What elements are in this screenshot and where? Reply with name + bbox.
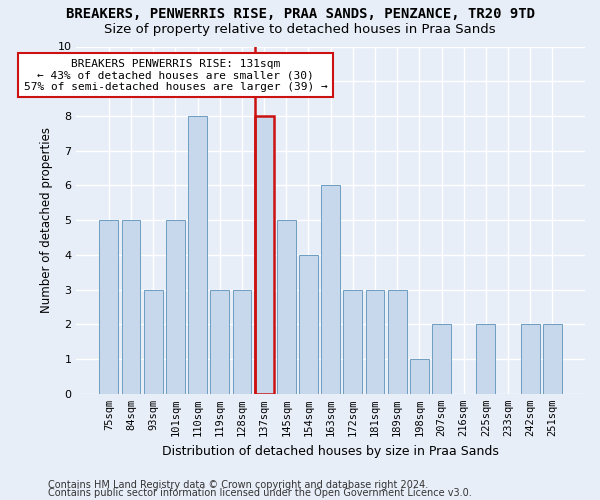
Bar xyxy=(365,290,385,394)
Bar xyxy=(388,290,407,394)
Bar xyxy=(144,290,163,394)
Bar xyxy=(410,359,429,394)
Bar xyxy=(211,290,229,394)
Bar xyxy=(254,116,274,394)
Text: BREAKERS, PENWERRIS RISE, PRAA SANDS, PENZANCE, TR20 9TD: BREAKERS, PENWERRIS RISE, PRAA SANDS, PE… xyxy=(65,8,535,22)
Bar xyxy=(321,186,340,394)
Bar xyxy=(299,255,318,394)
Text: Size of property relative to detached houses in Praa Sands: Size of property relative to detached ho… xyxy=(104,22,496,36)
Bar xyxy=(521,324,539,394)
Bar xyxy=(543,324,562,394)
Text: BREAKERS PENWERRIS RISE: 131sqm
← 43% of detached houses are smaller (30)
57% of: BREAKERS PENWERRIS RISE: 131sqm ← 43% of… xyxy=(23,58,327,92)
Bar xyxy=(277,220,296,394)
Bar xyxy=(343,290,362,394)
Text: Contains HM Land Registry data © Crown copyright and database right 2024.: Contains HM Land Registry data © Crown c… xyxy=(48,480,428,490)
Y-axis label: Number of detached properties: Number of detached properties xyxy=(40,127,53,313)
Bar xyxy=(476,324,496,394)
Bar xyxy=(100,220,118,394)
Text: Contains public sector information licensed under the Open Government Licence v3: Contains public sector information licen… xyxy=(48,488,472,498)
X-axis label: Distribution of detached houses by size in Praa Sands: Distribution of detached houses by size … xyxy=(162,444,499,458)
Bar xyxy=(432,324,451,394)
Bar xyxy=(188,116,207,394)
Bar xyxy=(233,290,251,394)
Bar xyxy=(166,220,185,394)
Bar xyxy=(122,220,140,394)
